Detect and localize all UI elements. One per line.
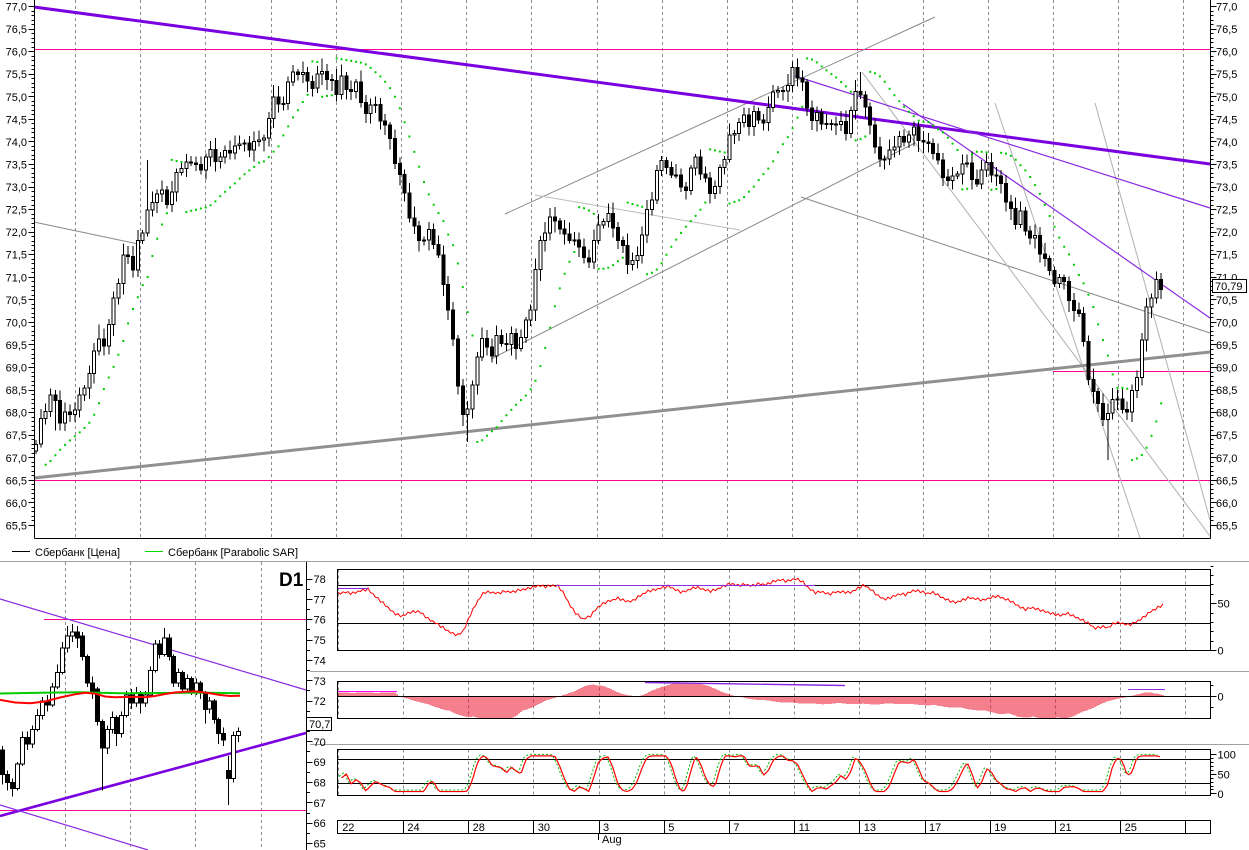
svg-text:73,0: 73,0 [6, 182, 27, 194]
svg-text:76,0: 76,0 [1216, 47, 1237, 59]
svg-text:22: 22 [342, 822, 354, 834]
svg-text:67,0: 67,0 [6, 453, 27, 465]
svg-text:25: 25 [1125, 822, 1137, 834]
svg-text:69,0: 69,0 [1216, 363, 1237, 375]
svg-text:3: 3 [603, 822, 609, 834]
svg-text:74: 74 [314, 655, 326, 667]
svg-text:68: 68 [314, 778, 326, 790]
svg-text:19: 19 [994, 822, 1006, 834]
svg-text:Сбербанк [Цена]: Сбербанк [Цена] [35, 547, 120, 559]
svg-text:74,0: 74,0 [6, 137, 27, 149]
svg-text:70,0: 70,0 [1216, 317, 1237, 329]
svg-text:67: 67 [314, 798, 326, 810]
svg-text:Сбербанк [Parabolic SAR]: Сбербанк [Parabolic SAR] [168, 547, 298, 559]
svg-text:65: 65 [314, 839, 326, 850]
svg-text:66,0: 66,0 [1216, 498, 1237, 510]
svg-text:69: 69 [314, 757, 326, 769]
svg-text:D1: D1 [279, 570, 304, 591]
svg-text:70,5: 70,5 [1216, 295, 1237, 307]
svg-text:75: 75 [314, 635, 326, 647]
svg-text:74,5: 74,5 [6, 114, 27, 126]
svg-text:73,5: 73,5 [1216, 159, 1237, 171]
svg-text:75,5: 75,5 [1216, 69, 1237, 81]
svg-text:69,5: 69,5 [1216, 340, 1237, 352]
svg-text:70: 70 [314, 737, 326, 749]
svg-text:66,0: 66,0 [6, 498, 27, 510]
svg-text:73,0: 73,0 [1216, 182, 1237, 194]
svg-text:75,0: 75,0 [6, 92, 27, 104]
svg-text:0: 0 [1218, 789, 1224, 801]
svg-text:73,5: 73,5 [6, 159, 27, 171]
svg-text:76,0: 76,0 [6, 47, 27, 59]
svg-text:73: 73 [314, 676, 326, 688]
svg-text:67,0: 67,0 [1216, 453, 1237, 465]
svg-text:17: 17 [929, 822, 941, 834]
svg-text:77: 77 [314, 594, 326, 606]
svg-text:50: 50 [1218, 599, 1230, 611]
svg-text:68,0: 68,0 [1216, 408, 1237, 420]
svg-text:69,5: 69,5 [6, 340, 27, 352]
svg-text:21: 21 [1059, 822, 1071, 834]
svg-text:67,5: 67,5 [6, 430, 27, 442]
svg-text:5: 5 [668, 822, 674, 834]
svg-text:69,0: 69,0 [6, 363, 27, 375]
svg-text:0: 0 [1218, 692, 1224, 704]
svg-text:70,7: 70,7 [309, 719, 330, 731]
svg-text:67,5: 67,5 [1216, 430, 1237, 442]
svg-text:72,5: 72,5 [6, 205, 27, 217]
svg-text:24: 24 [407, 822, 419, 834]
svg-text:71,0: 71,0 [6, 272, 27, 284]
svg-text:70,0: 70,0 [6, 317, 27, 329]
svg-text:78: 78 [314, 574, 326, 586]
svg-text:76,5: 76,5 [6, 24, 27, 36]
svg-text:72,0: 72,0 [1216, 227, 1237, 239]
svg-text:71,5: 71,5 [1216, 250, 1237, 262]
svg-text:75,0: 75,0 [1216, 92, 1237, 104]
svg-text:Aug: Aug [602, 834, 622, 846]
svg-text:0: 0 [1218, 646, 1224, 658]
svg-text:13: 13 [864, 822, 876, 834]
svg-text:65,5: 65,5 [6, 520, 27, 532]
svg-text:74,0: 74,0 [1216, 137, 1237, 149]
svg-text:50: 50 [1218, 769, 1230, 781]
svg-text:30: 30 [538, 822, 550, 834]
svg-text:68,0: 68,0 [6, 408, 27, 420]
svg-text:74,5: 74,5 [1216, 114, 1237, 126]
svg-text:72: 72 [314, 696, 326, 708]
svg-text:66,5: 66,5 [6, 475, 27, 487]
svg-text:72,5: 72,5 [1216, 205, 1237, 217]
svg-text:100: 100 [1218, 750, 1236, 762]
svg-text:72,0: 72,0 [6, 227, 27, 239]
svg-text:65,5: 65,5 [1216, 520, 1237, 532]
svg-text:76,5: 76,5 [1216, 24, 1237, 36]
svg-text:75,5: 75,5 [6, 69, 27, 81]
svg-text:66: 66 [314, 818, 326, 830]
svg-text:71,5: 71,5 [6, 250, 27, 262]
svg-text:68,5: 68,5 [6, 385, 27, 397]
svg-text:28: 28 [473, 822, 485, 834]
svg-text:70,79: 70,79 [1215, 281, 1243, 293]
svg-text:68,5: 68,5 [1216, 385, 1237, 397]
svg-text:70,5: 70,5 [6, 295, 27, 307]
svg-text:77,0: 77,0 [6, 2, 27, 14]
svg-text:76: 76 [314, 615, 326, 627]
svg-text:7: 7 [733, 822, 739, 834]
svg-text:77,0: 77,0 [1216, 2, 1237, 14]
svg-text:66,5: 66,5 [1216, 475, 1237, 487]
svg-text:11: 11 [799, 822, 810, 834]
